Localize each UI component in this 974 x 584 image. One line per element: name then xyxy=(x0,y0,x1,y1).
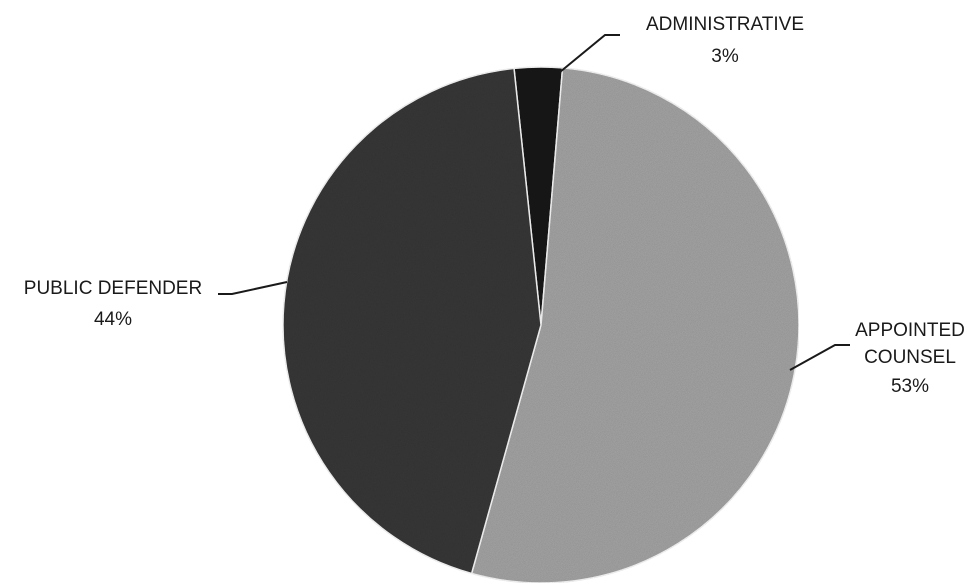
pie-slice-public-defender xyxy=(282,67,542,575)
leader-line-administrative xyxy=(559,34,620,73)
pie-slice-appointed-counsel xyxy=(470,67,800,584)
slice-value-appointed-counsel: 53% xyxy=(891,376,929,397)
pie-slices xyxy=(282,66,800,584)
slice-label-appointed-line2: COUNSEL xyxy=(864,347,956,368)
leader-line-appointed-counsel xyxy=(789,344,850,371)
slice-label-public-defender: PUBLIC DEFENDER xyxy=(24,278,202,299)
leader-line-public-defender xyxy=(218,281,288,295)
slice-label-appointed-line1: APPOINTED xyxy=(855,320,965,341)
slice-label-administrative: ADMINISTRATIVE xyxy=(646,14,804,35)
slice-value-administrative: 3% xyxy=(711,46,739,67)
slice-value-public-defender: 44% xyxy=(94,309,132,330)
